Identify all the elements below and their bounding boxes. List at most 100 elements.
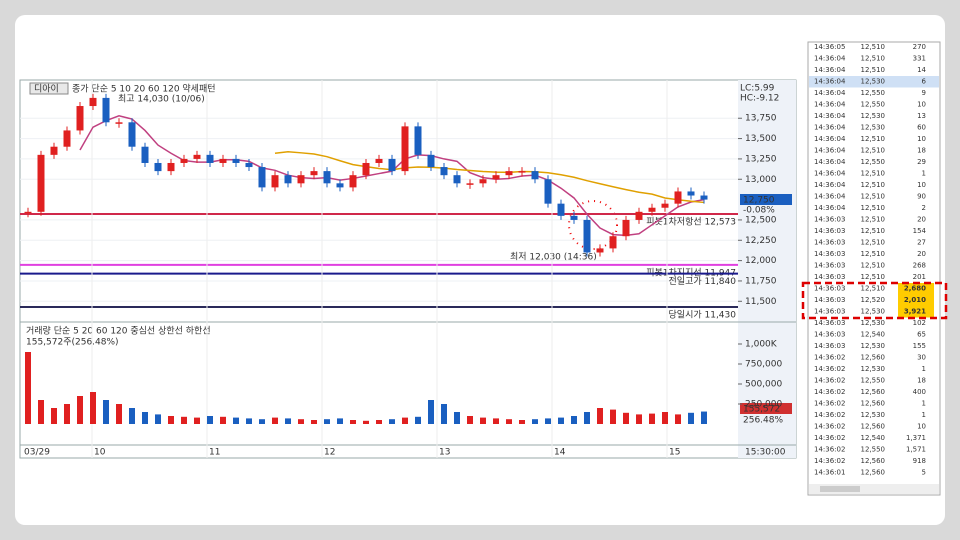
candle [700,195,708,200]
volume-bar [142,412,148,424]
tick-time: 14:36:05 [814,43,845,51]
tick-time: 14:36:03 [814,308,845,316]
volume-bar [51,408,57,424]
volume-bar [324,419,330,424]
tick-qty: 29 [917,158,926,166]
tick-price: 12,560 [861,354,886,362]
scroll-thumb[interactable] [820,486,860,492]
candle [167,162,175,172]
tick-time: 14:36:04 [814,112,846,120]
tick-qty: 65 [917,331,926,339]
candle [115,122,123,124]
candle [518,171,526,173]
date-label: 11 [209,448,220,458]
tick-qty: 270 [913,43,926,51]
volume-bar [207,416,213,424]
level-label: 피봇1차저항선 12,573 [646,215,736,227]
candle [505,171,513,176]
candle [50,146,58,155]
candle [440,167,448,176]
tick-time: 14:36:03 [814,331,845,339]
tick-time: 14:36:04 [814,170,846,178]
tick-qty: 10 [917,135,926,143]
candle [375,158,383,163]
tick-price: 12,510 [861,66,886,74]
volume-bar [454,412,460,424]
tick-time: 14:36:03 [814,216,845,224]
tick-qty: 6 [922,78,927,86]
price-tick-label: 13,500 [745,134,777,144]
tick-qty: 1,371 [906,434,926,442]
level-label: 전일고가 11,840 [669,276,737,287]
candle [570,215,578,220]
tick-time: 14:36:03 [814,239,845,247]
tick-time: 14:36:04 [814,101,846,109]
volume-bar [519,420,525,424]
volume-bar [38,400,44,424]
volume-bar [571,416,577,424]
volume-bar [181,416,187,424]
volume-bar [350,420,356,424]
date-label: 12 [324,448,335,458]
volume-bar [636,414,642,424]
price-tick-label: 11,750 [745,276,777,286]
candle [687,191,695,196]
tick-time: 14:36:01 [814,469,845,477]
axis-strip [738,80,796,458]
volume-note: 155,572주(256.48%) [26,337,119,348]
candle [63,130,71,147]
tick-price: 12,560 [861,457,886,465]
volume-bar [532,419,538,424]
tick-price: 12,530 [861,342,886,350]
candle [674,191,682,204]
tick-time: 14:36:04 [814,66,846,74]
candle [544,179,552,204]
tick-qty: 1 [922,365,926,373]
candle [284,175,292,184]
tick-price: 12,550 [861,158,886,166]
tick-price: 12,510 [861,147,886,155]
volume-bar [155,414,161,424]
volume-bar [376,420,382,424]
tick-price: 12,550 [861,89,886,97]
symbol: 디아이 [34,84,59,95]
volume-bar [402,417,408,424]
candle [154,162,162,172]
tick-price: 12,510 [861,216,886,224]
tick-time: 14:36:02 [814,434,845,442]
tick-time: 14:36:04 [814,124,846,132]
tick-price: 12,510 [861,181,886,189]
candle [388,158,396,172]
candle [141,146,149,163]
tick-price: 12,510 [861,239,886,247]
tick-price: 12,560 [861,388,886,396]
last-price: 12,750 [743,196,775,206]
volume-bar [610,409,616,424]
tick-qty: 60 [917,124,926,132]
tick-price: 12,530 [861,365,886,373]
tick-qty: 400 [913,388,926,396]
candle [557,203,565,216]
candle [427,154,435,168]
candle [271,175,279,188]
tick-time: 14:36:03 [814,262,845,270]
volume-bar [662,412,668,424]
tick-qty: 1 [922,411,926,419]
candle [596,248,604,253]
tick-qty: 20 [917,250,926,258]
volume-bar [506,419,512,424]
tick-price: 12,510 [861,227,886,235]
volume-bar [272,417,278,424]
volume-bar [623,412,629,424]
tick-time: 14:36:02 [814,423,845,431]
price-tick-label: 13,000 [745,175,777,185]
volume-bar [285,418,291,424]
marked-cell [898,294,934,306]
candle [323,171,331,184]
volume-tick-label: 750,000 [745,360,782,370]
tick-time: 14:36:03 [814,273,845,281]
level-label: 당일시가 11,430 [669,309,737,320]
date-label: 13 [439,448,450,458]
tick-price: 12,510 [861,193,886,201]
tick-rows: 14:36:05 12,510 270 14:36:04 12,510 331 14:36:… [809,43,939,477]
